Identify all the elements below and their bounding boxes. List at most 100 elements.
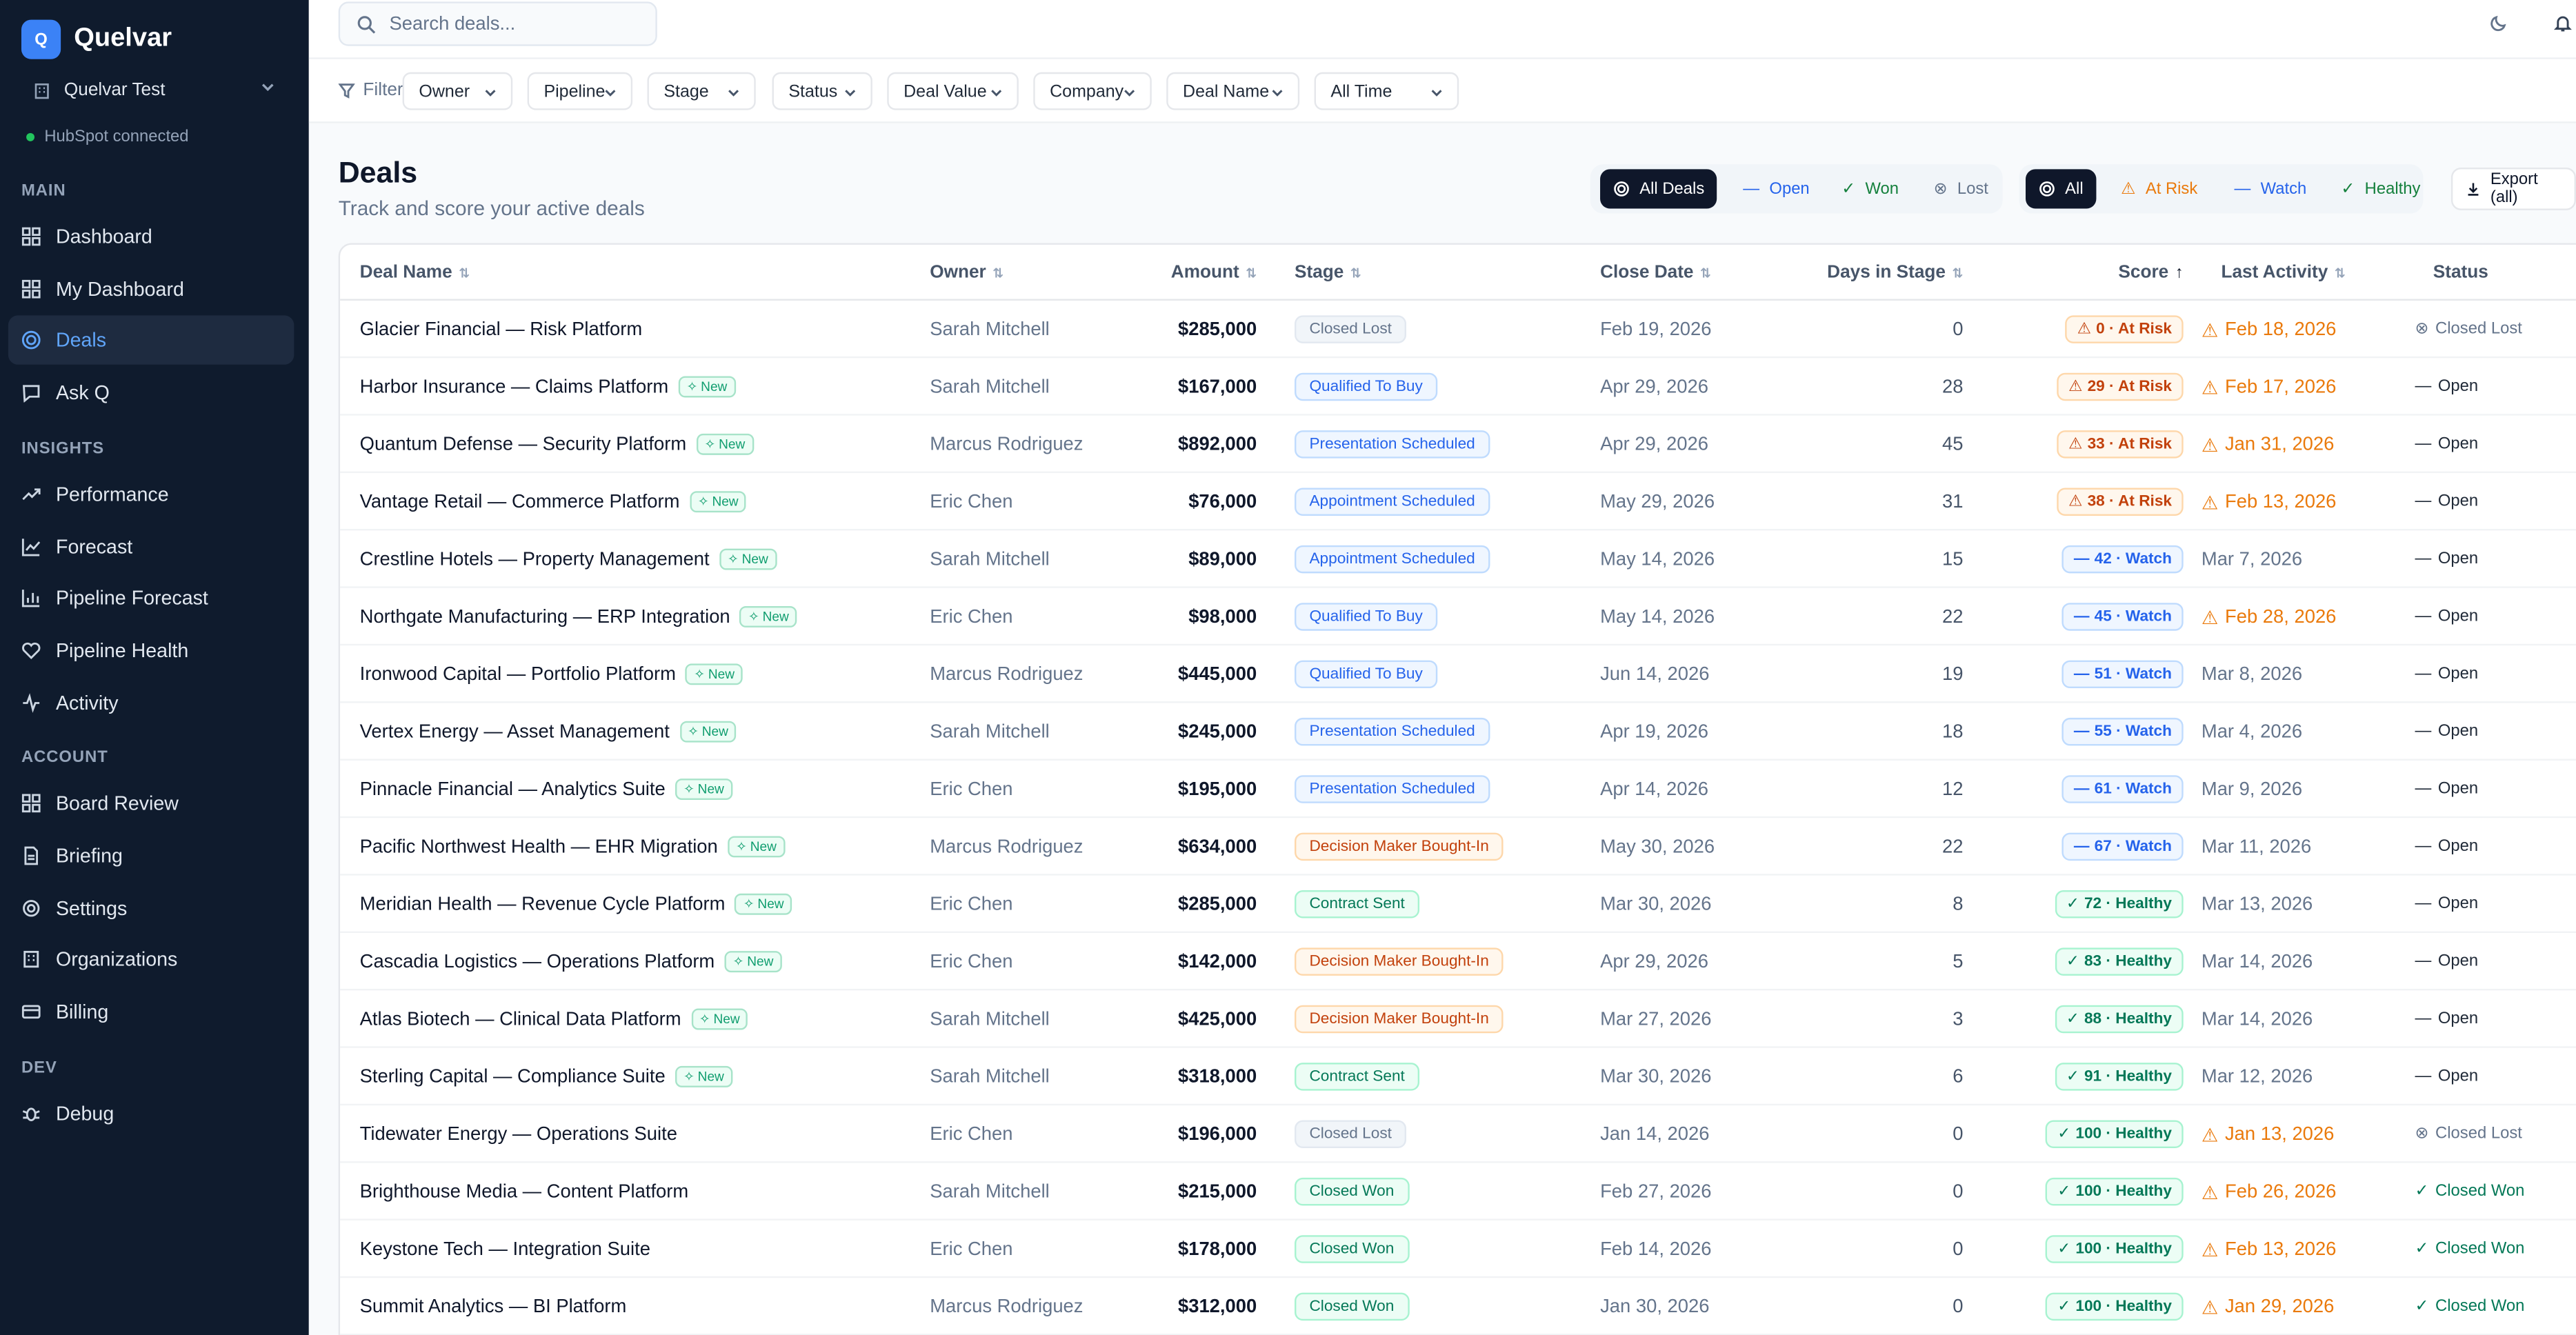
column-header-owner[interactable]: Owner ⇅	[930, 263, 1004, 283]
dash-icon: —	[2415, 895, 2432, 914]
sidebar-item-my-dashboard[interactable]: My Dashboard	[8, 264, 294, 313]
export-button[interactable]: Export (all)	[2450, 167, 2576, 210]
column-header-last-activity[interactable]: Last Activity ⇅	[2221, 263, 2345, 283]
deal-name[interactable]: Pinnacle Financial — Analytics Suite ✧ New	[360, 761, 732, 818]
sidebar-item-dashboard[interactable]: Dashboard	[8, 212, 294, 261]
filter-status[interactable]: Status	[772, 72, 872, 110]
tab-won[interactable]: ✓ Won	[1841, 179, 1899, 199]
search-box[interactable]: Search deals...	[338, 1, 657, 46]
table-row[interactable]: Keystone Tech — Integration Suite Eric Ch…	[340, 1221, 2576, 1278]
table-row[interactable]: Harbor Insurance — Claims Platform ✧ New Sa…	[340, 358, 2576, 416]
table-row[interactable]: Summit Analytics — BI Platform Marcus Rod…	[340, 1278, 2576, 1335]
table-row[interactable]: Brighthouse Media — Content Platform Sara…	[340, 1163, 2576, 1221]
filter-stage[interactable]: Stage	[647, 72, 756, 110]
sidebar-item-deals[interactable]: Deals	[8, 316, 294, 365]
deal-name[interactable]: Atlas Biotech — Clinical Data Platform ✧ N…	[360, 990, 748, 1047]
bell-icon[interactable]	[2553, 13, 2573, 33]
sidebar-item-briefing[interactable]: Briefing	[8, 831, 294, 880]
tab-lost[interactable]: ⊗ Lost	[1933, 179, 1988, 199]
deal-name[interactable]: Crestline Hotels — Property Management ✧ N…	[360, 530, 777, 588]
deal-name[interactable]: Quantum Defense — Security Platform ✧ New	[360, 416, 754, 473]
deal-name[interactable]: Cascadia Logistics — Operations Platform…	[360, 933, 782, 990]
tab-healthy[interactable]: ✓ Healthy	[2341, 179, 2421, 199]
score: ✓ 100 · Healthy	[2016, 1163, 2184, 1220]
deal-status: — Open	[2415, 588, 2479, 645]
search-input[interactable]: Search deals...	[389, 14, 516, 34]
deal-name[interactable]: Tidewater Energy — Operations Suite	[360, 1105, 677, 1163]
column-header-score[interactable]: Score ↑	[2016, 263, 2183, 283]
tab-health-all[interactable]: All	[2026, 169, 2097, 209]
table-row[interactable]: Quantum Defense — Security Platform ✧ New M…	[340, 416, 2576, 474]
filter-all-time[interactable]: All Time	[1314, 72, 1459, 110]
amount: $89,000	[1188, 549, 1257, 570]
last-activity-text: Feb 28, 2026	[2224, 607, 2337, 627]
deal-name[interactable]: Northgate Manufacturing — ERP Integratio…	[360, 588, 797, 645]
stage-badge: Presentation Scheduled	[1295, 717, 1490, 746]
deal-name[interactable]: Summit Analytics — BI Platform	[360, 1278, 627, 1335]
sidebar-item-billing[interactable]: Billing	[8, 987, 294, 1036]
column-header-days-in-stage[interactable]: Days in Stage ⇅	[1802, 263, 1963, 283]
table-row[interactable]: Sterling Capital — Compliance Suite ✧ New S…	[340, 1048, 2576, 1106]
check-icon: ✓	[2057, 1240, 2071, 1258]
column-header-close-date[interactable]: Close Date ⇅	[1600, 263, 1711, 283]
table-row[interactable]: Tidewater Energy — Operations Suite Eric …	[340, 1105, 2576, 1163]
column-header-amount[interactable]: Amount ⇅	[1132, 263, 1257, 283]
last-activity-text: Jan 29, 2026	[2224, 1296, 2335, 1317]
sidebar-item-ask-q[interactable]: Ask Q	[8, 368, 294, 417]
deal-name[interactable]: Vertex Energy — Asset Management ✧ New	[360, 703, 737, 760]
filter-owner[interactable]: Owner	[402, 72, 513, 110]
close-date: Feb 19, 2026	[1600, 319, 1712, 339]
column-header-stage[interactable]: Stage ⇅	[1295, 263, 1361, 283]
table-header: Deal Name ⇅ Owner ⇅ Amount ⇅ Stage ⇅ Close Date ⇅…	[340, 245, 2576, 301]
deal-status: — Open	[2415, 473, 2479, 530]
table-row[interactable]: Pacific Northwest Health — EHR Migration…	[340, 818, 2576, 876]
sidebar-item-debug[interactable]: Debug	[8, 1089, 294, 1138]
filter-deal-value[interactable]: Deal Value	[887, 72, 1019, 110]
deal-name[interactable]: Keystone Tech — Integration Suite	[360, 1221, 650, 1278]
filter-pipeline[interactable]: Pipeline	[527, 72, 633, 110]
table-row[interactable]: Ironwood Capital — Portfolio Platform ✧ Ne…	[340, 645, 2576, 703]
table-row[interactable]: Glacier Financial — Risk Platform Sarah M…	[340, 301, 2576, 359]
brand[interactable]: Q Quelvar	[21, 19, 172, 59]
column-header-deal-name[interactable]: Deal Name ⇅	[360, 263, 470, 283]
new-badge: ✧ New	[690, 1008, 748, 1030]
deal-name[interactable]: Ironwood Capital — Portfolio Platform ✧ Ne…	[360, 645, 743, 703]
filter-deal-name[interactable]: Deal Name	[1166, 72, 1300, 110]
deal-name[interactable]: Pacific Northwest Health — EHR Migration…	[360, 818, 785, 875]
moon-icon[interactable]	[2489, 13, 2509, 33]
workspace-switcher[interactable]: Quelvar Test	[20, 72, 283, 108]
tab-at-risk[interactable]: ⚠ At Risk	[2121, 179, 2198, 199]
column-header-status[interactable]: Status	[2433, 263, 2488, 283]
table-row[interactable]: Vertex Energy — Asset Management ✧ New Sara…	[340, 703, 2576, 761]
table-row[interactable]: Northgate Manufacturing — ERP Integratio…	[340, 588, 2576, 646]
deal-name[interactable]: Harbor Insurance — Claims Platform ✧ New	[360, 358, 736, 415]
tab-all-deals[interactable]: All Deals	[1600, 169, 1718, 209]
sidebar-item-settings[interactable]: Settings	[8, 883, 294, 932]
deal-name[interactable]: Meridian Health — Revenue Cycle Platform…	[360, 876, 792, 933]
sidebar-item-organizations[interactable]: Organizations	[8, 935, 294, 984]
sidebar-item-pipeline-health[interactable]: Pipeline Health	[8, 625, 294, 674]
table-row[interactable]: Crestline Hotels — Property Management ✧ N…	[340, 530, 2576, 588]
deal-name[interactable]: Sterling Capital — Compliance Suite ✧ New	[360, 1048, 732, 1105]
chevron-down-icon	[845, 90, 856, 97]
deal-name[interactable]: Brighthouse Media — Content Platform	[360, 1163, 689, 1220]
sidebar-item-pipeline-forecast[interactable]: Pipeline Forecast	[8, 574, 294, 623]
stage-badge: Closed Won	[1295, 1177, 1409, 1206]
tab-open[interactable]: — Open	[1743, 179, 1810, 199]
deal-status: — Open	[2415, 1048, 2479, 1105]
table-row[interactable]: Pinnacle Financial — Analytics Suite ✧ New…	[340, 761, 2576, 819]
table-row[interactable]: Vantage Retail — Commerce Platform ✧ New Er…	[340, 473, 2576, 531]
sidebar-item-activity[interactable]: Activity	[8, 678, 294, 727]
last-activity-text: Feb 13, 2026	[2224, 492, 2337, 512]
brand-logo: Q	[21, 19, 61, 59]
table-row[interactable]: Atlas Biotech — Clinical Data Platform ✧ N…	[340, 990, 2576, 1048]
sidebar-item-forecast[interactable]: Forecast	[8, 521, 294, 570]
table-row[interactable]: Cascadia Logistics — Operations Platform…	[340, 933, 2576, 991]
tab-watch[interactable]: — Watch	[2234, 179, 2307, 199]
deal-name[interactable]: Vantage Retail — Commerce Platform ✧ New	[360, 473, 747, 530]
sidebar-item-performance[interactable]: Performance	[8, 470, 294, 519]
table-row[interactable]: Meridian Health — Revenue Cycle Platform…	[340, 876, 2576, 933]
sidebar-item-board-review[interactable]: Board Review	[8, 779, 294, 828]
deal-name[interactable]: Glacier Financial — Risk Platform	[360, 301, 642, 358]
filter-company[interactable]: Company	[1033, 72, 1152, 110]
